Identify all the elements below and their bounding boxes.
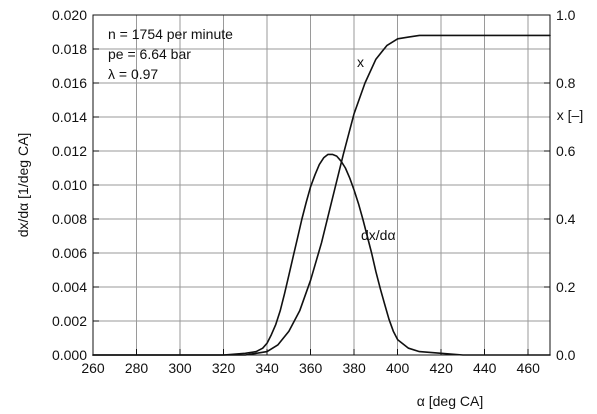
y-axis-right-label: x [–] bbox=[557, 107, 583, 123]
y-left-tick-label: 0.014 bbox=[52, 109, 87, 125]
y-left-tick-label: 0.006 bbox=[52, 245, 87, 261]
y-left-tick-label: 0.016 bbox=[52, 75, 87, 91]
series-layer bbox=[92, 34, 551, 356]
tick-marks bbox=[92, 14, 550, 356]
y-right-tick-label: 1.0 bbox=[556, 7, 576, 23]
y-right-tick-label: 0.8 bbox=[556, 75, 576, 91]
y-left-tick-label: 0.004 bbox=[52, 279, 87, 295]
x-tick-label: 340 bbox=[255, 360, 279, 376]
y-right-tick-label: 0.4 bbox=[556, 211, 576, 227]
x-axis-tick-labels: 260 280 300 320 340 360 380 400 420 440 460 bbox=[81, 360, 540, 376]
y-left-tick-label: 0.010 bbox=[52, 177, 87, 193]
y-right-tick-label: 0.6 bbox=[556, 143, 576, 159]
y-left-tick-label: 0.018 bbox=[52, 41, 87, 57]
x-tick-label: 420 bbox=[430, 360, 454, 376]
x-tick-label: 400 bbox=[386, 360, 410, 376]
right-axis-tick-labels: 0.0 0.2 0.4 0.6 0.8 1.0 bbox=[556, 7, 576, 363]
x-tick-label: 300 bbox=[168, 360, 192, 376]
x-tick-label: 280 bbox=[125, 360, 149, 376]
y-axis-left-label: dx/dα [1/deg CA] bbox=[15, 133, 31, 238]
x-tick-label: 360 bbox=[299, 360, 323, 376]
series-line-x bbox=[92, 34, 551, 356]
x-axis-label: α [deg CA] bbox=[417, 393, 483, 409]
x-tick-label: 460 bbox=[517, 360, 541, 376]
series-label-dxdalpha: dx/dα bbox=[361, 227, 396, 243]
x-tick-label: 440 bbox=[473, 360, 497, 376]
x-tick-label: 260 bbox=[81, 360, 105, 376]
y-left-tick-label: 0.008 bbox=[52, 211, 87, 227]
annotation-engine-speed: n = 1754 per minute bbox=[108, 26, 233, 42]
y-left-tick-label: 0.000 bbox=[52, 347, 87, 363]
annotation-mean-effective-pressure: pe = 6.64 bar bbox=[108, 46, 191, 62]
left-axis-tick-labels: 0.000 0.002 0.004 0.006 0.008 0.010 0.012 0.014… bbox=[52, 7, 87, 363]
x-tick-label: 320 bbox=[212, 360, 236, 376]
y-left-tick-label: 0.002 bbox=[52, 313, 87, 329]
grid-lines bbox=[93, 15, 550, 355]
y-right-tick-label: 0.0 bbox=[556, 347, 576, 363]
annotation-air-fuel-ratio: λ = 0.97 bbox=[108, 66, 158, 82]
series-label-x: x bbox=[357, 54, 364, 70]
x-tick-label: 380 bbox=[342, 360, 366, 376]
series-line-dxdalpha bbox=[92, 153, 551, 356]
y-right-tick-label: 0.2 bbox=[556, 279, 576, 295]
y-left-tick-label: 0.012 bbox=[52, 143, 87, 159]
y-left-tick-label: 0.020 bbox=[52, 7, 87, 23]
